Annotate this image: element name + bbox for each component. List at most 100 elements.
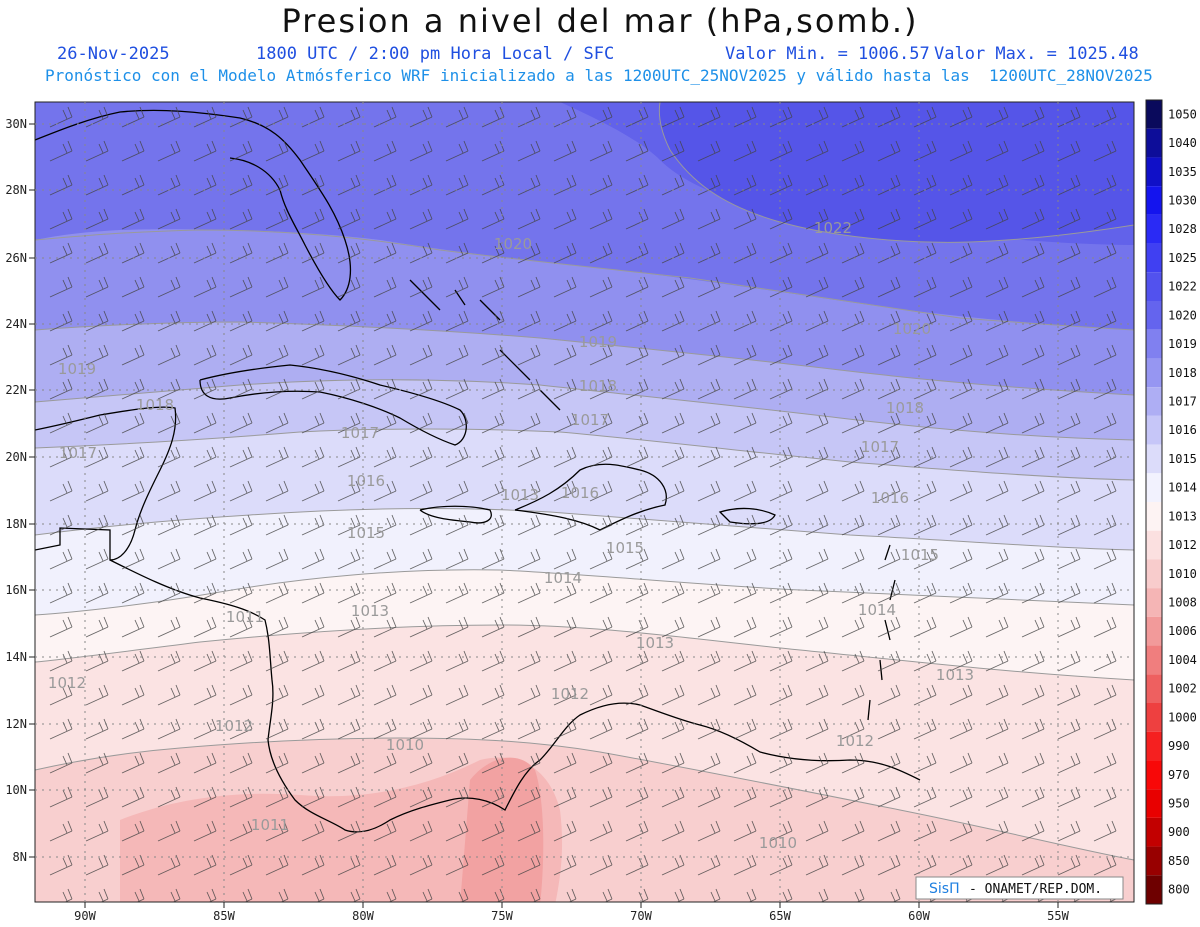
colorbar-label: 1028 bbox=[1168, 222, 1197, 236]
wind-barb bbox=[373, 106, 397, 128]
wind-barb bbox=[337, 582, 361, 604]
wind-barb bbox=[445, 616, 469, 638]
wind-barb bbox=[409, 310, 433, 332]
wind-barb bbox=[661, 446, 685, 468]
wind-barb bbox=[409, 344, 433, 366]
wind-barb bbox=[1021, 106, 1045, 128]
wind-barb bbox=[1057, 378, 1081, 400]
wind-barb bbox=[733, 718, 757, 740]
wind-barb bbox=[193, 616, 217, 638]
wind-barb bbox=[553, 786, 577, 808]
colorbar-swatch bbox=[1146, 387, 1162, 416]
wind-barb bbox=[373, 650, 397, 672]
wind-barb bbox=[589, 310, 613, 332]
wind-barb bbox=[1021, 820, 1045, 842]
wind-barb bbox=[265, 446, 289, 468]
wind-barb bbox=[877, 786, 901, 808]
wind-barb bbox=[625, 786, 649, 808]
wind-barb bbox=[301, 820, 325, 842]
credit-org-label: - ONAMET/REP.DOM. bbox=[969, 882, 1102, 897]
wind-barb bbox=[49, 276, 73, 298]
wind-barb bbox=[1021, 174, 1045, 196]
wind-barb bbox=[517, 480, 541, 502]
wind-barb bbox=[661, 412, 685, 434]
wind-barb bbox=[301, 276, 325, 298]
colorbar-swatch bbox=[1146, 301, 1162, 330]
wind-barb bbox=[913, 276, 937, 298]
wind-barb bbox=[1021, 242, 1045, 264]
wind-barb bbox=[517, 140, 541, 162]
wind-barb bbox=[265, 752, 289, 774]
lon-tick-label: 80W bbox=[352, 909, 374, 923]
isobar-label: 1016 bbox=[561, 484, 599, 502]
wind-barb bbox=[157, 310, 181, 332]
wind-barb bbox=[877, 106, 901, 128]
wind-barb bbox=[409, 276, 433, 298]
wind-barb bbox=[589, 276, 613, 298]
wind-barb bbox=[841, 446, 865, 468]
wind-barb bbox=[985, 310, 1009, 332]
wind-barb bbox=[373, 480, 397, 502]
wind-barb bbox=[697, 582, 721, 604]
wind-barb bbox=[1057, 310, 1081, 332]
isobar-label: 1015 bbox=[606, 539, 644, 557]
wind-barb bbox=[949, 718, 973, 740]
wind-barb bbox=[337, 548, 361, 570]
colorbar-label: 1000 bbox=[1168, 710, 1197, 724]
wind-barb bbox=[49, 616, 73, 638]
wind-barb bbox=[517, 310, 541, 332]
wind-barb bbox=[769, 412, 793, 434]
wind-barb bbox=[661, 582, 685, 604]
wind-barb bbox=[661, 650, 685, 672]
colorbar-label: 1022 bbox=[1168, 280, 1197, 294]
wind-barb bbox=[1057, 684, 1081, 706]
wind-barb bbox=[229, 480, 253, 502]
wind-barb bbox=[481, 480, 505, 502]
wind-barb bbox=[373, 446, 397, 468]
wind-barb bbox=[481, 786, 505, 808]
wind-barb bbox=[121, 140, 145, 162]
wind-barb bbox=[697, 412, 721, 434]
wind-barb bbox=[949, 412, 973, 434]
wind-barb bbox=[733, 242, 757, 264]
wind-barb bbox=[265, 650, 289, 672]
wind-barb bbox=[265, 786, 289, 808]
wind-barb bbox=[265, 378, 289, 400]
wind-barb bbox=[517, 616, 541, 638]
wind-barb bbox=[409, 718, 433, 740]
wind-barb bbox=[229, 786, 253, 808]
wind-barb bbox=[445, 480, 469, 502]
wind-barb bbox=[589, 684, 613, 706]
wind-barb bbox=[625, 548, 649, 570]
wind-barb bbox=[841, 310, 865, 332]
wind-barb bbox=[530, 888, 541, 902]
wind-barb bbox=[949, 616, 973, 638]
wind-barb bbox=[985, 106, 1009, 128]
wind-barb bbox=[769, 752, 793, 774]
isobar-label: 1020 bbox=[494, 235, 532, 253]
wind-barb bbox=[697, 310, 721, 332]
wind-barb bbox=[841, 140, 865, 162]
wind-barb bbox=[913, 310, 937, 332]
wind-barb bbox=[602, 888, 613, 902]
wind-barb bbox=[913, 378, 937, 400]
wind-barb bbox=[121, 514, 145, 536]
wind-barb bbox=[229, 514, 253, 536]
wind-barb bbox=[121, 684, 145, 706]
wind-barb bbox=[373, 514, 397, 536]
wind-barb bbox=[157, 446, 181, 468]
isobar-label: 1018 bbox=[886, 399, 924, 417]
wind-barb bbox=[1093, 276, 1117, 298]
wind-barb bbox=[445, 820, 469, 842]
wind-barb bbox=[301, 854, 325, 876]
wind-barb bbox=[589, 752, 613, 774]
wind-barb bbox=[589, 616, 613, 638]
wind-barb bbox=[913, 480, 937, 502]
wind-barb bbox=[373, 208, 397, 230]
wind-barb bbox=[949, 854, 973, 876]
wind-barb bbox=[301, 786, 325, 808]
wind-barb bbox=[301, 140, 325, 162]
wind-barb bbox=[841, 582, 865, 604]
wind-barb bbox=[1057, 854, 1081, 876]
isobar-label: 1012 bbox=[551, 685, 589, 703]
